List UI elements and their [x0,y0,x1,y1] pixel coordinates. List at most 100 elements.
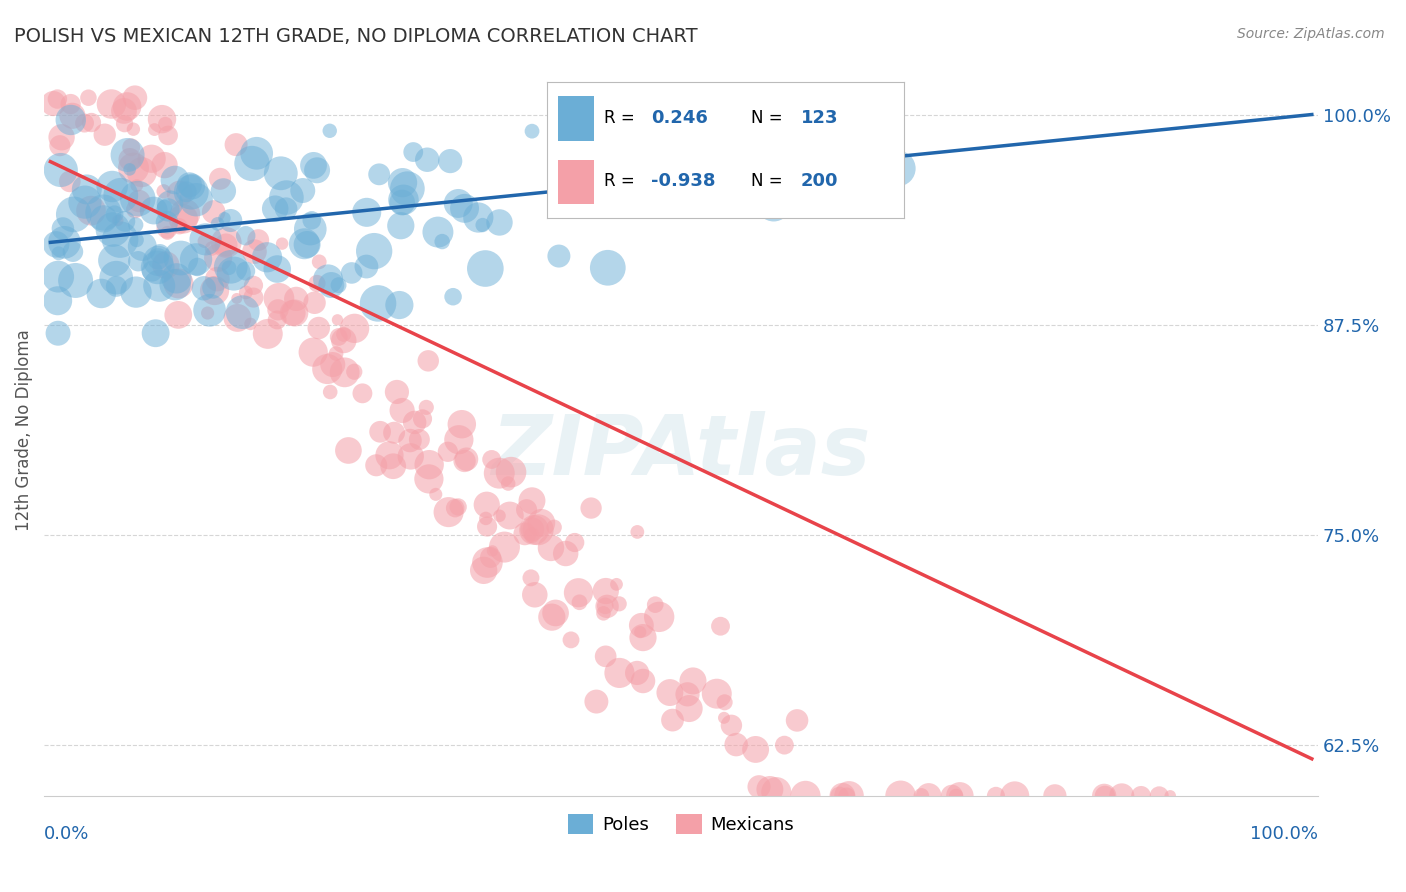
Point [186,260,208,274]
Point [146,253,169,268]
Point [115,99,138,113]
Point [156,221,179,235]
Point [51,130,73,145]
Point [218,260,240,275]
Text: 100.0%: 100.0% [1250,825,1319,843]
Point [471,218,494,232]
Point [122,161,145,175]
Point [194,232,217,246]
Point [609,665,631,680]
Point [207,251,229,265]
Point [596,599,619,614]
Point [644,598,666,612]
Point [170,251,193,265]
Point [456,452,478,467]
Point [202,281,225,295]
Point [155,258,177,272]
Point [266,313,288,327]
Point [585,695,607,709]
Point [166,271,188,285]
Point [786,714,808,728]
Point [316,272,339,286]
Point [713,711,735,725]
Point [285,292,308,306]
Point [127,192,149,206]
Point [316,362,339,376]
Point [520,124,543,138]
Point [304,295,326,310]
Point [593,599,616,613]
Point [219,260,242,274]
Point [340,266,363,280]
Point [557,189,579,203]
Point [479,550,502,565]
Point [523,523,546,537]
Point [124,91,146,105]
Point [765,785,787,799]
Text: POLISH VS MEXICAN 12TH GRADE, NO DIPLOMA CORRELATION CHART: POLISH VS MEXICAN 12TH GRADE, NO DIPLOMA… [14,27,697,45]
Point [90,286,112,301]
Point [366,458,388,473]
Point [628,625,651,640]
Point [472,563,495,577]
Point [367,296,389,310]
Point [235,285,257,300]
Point [149,247,172,261]
Point [773,738,796,752]
Point [108,233,131,247]
Point [226,310,249,325]
Point [156,215,179,229]
Point [475,498,498,512]
Point [567,182,589,196]
Point [408,433,430,447]
Point [302,345,325,359]
Point [131,239,153,253]
Point [835,789,858,803]
Point [762,197,785,211]
Point [215,235,238,250]
Point [271,236,294,251]
Point [378,448,401,462]
Point [759,782,782,797]
Point [564,535,586,549]
Point [46,293,69,308]
Point [499,508,522,523]
Point [1111,789,1133,803]
Point [142,203,165,218]
Point [167,277,190,291]
Point [949,789,972,803]
Point [437,444,460,458]
Point [713,695,735,709]
Point [391,176,413,190]
Point [356,205,378,219]
Point [725,738,748,752]
Point [125,233,148,247]
Point [368,425,391,439]
Point [122,122,145,136]
Point [118,162,141,177]
Point [52,221,75,235]
Point [247,233,270,247]
Point [193,234,215,248]
Point [474,261,496,276]
Point [42,96,65,111]
Point [404,416,426,430]
Point [527,523,550,537]
Point [101,179,124,194]
Point [543,520,565,534]
Point [648,610,671,624]
Point [100,97,122,112]
Point [540,610,562,624]
Point [172,211,194,226]
Point [264,202,287,216]
Point [59,112,82,127]
Point [165,277,187,292]
Point [146,252,169,266]
Point [110,188,132,202]
Point [918,789,941,803]
Point [270,166,292,180]
Point [418,472,440,486]
Point [321,278,343,293]
Point [45,237,67,252]
Point [437,505,460,519]
